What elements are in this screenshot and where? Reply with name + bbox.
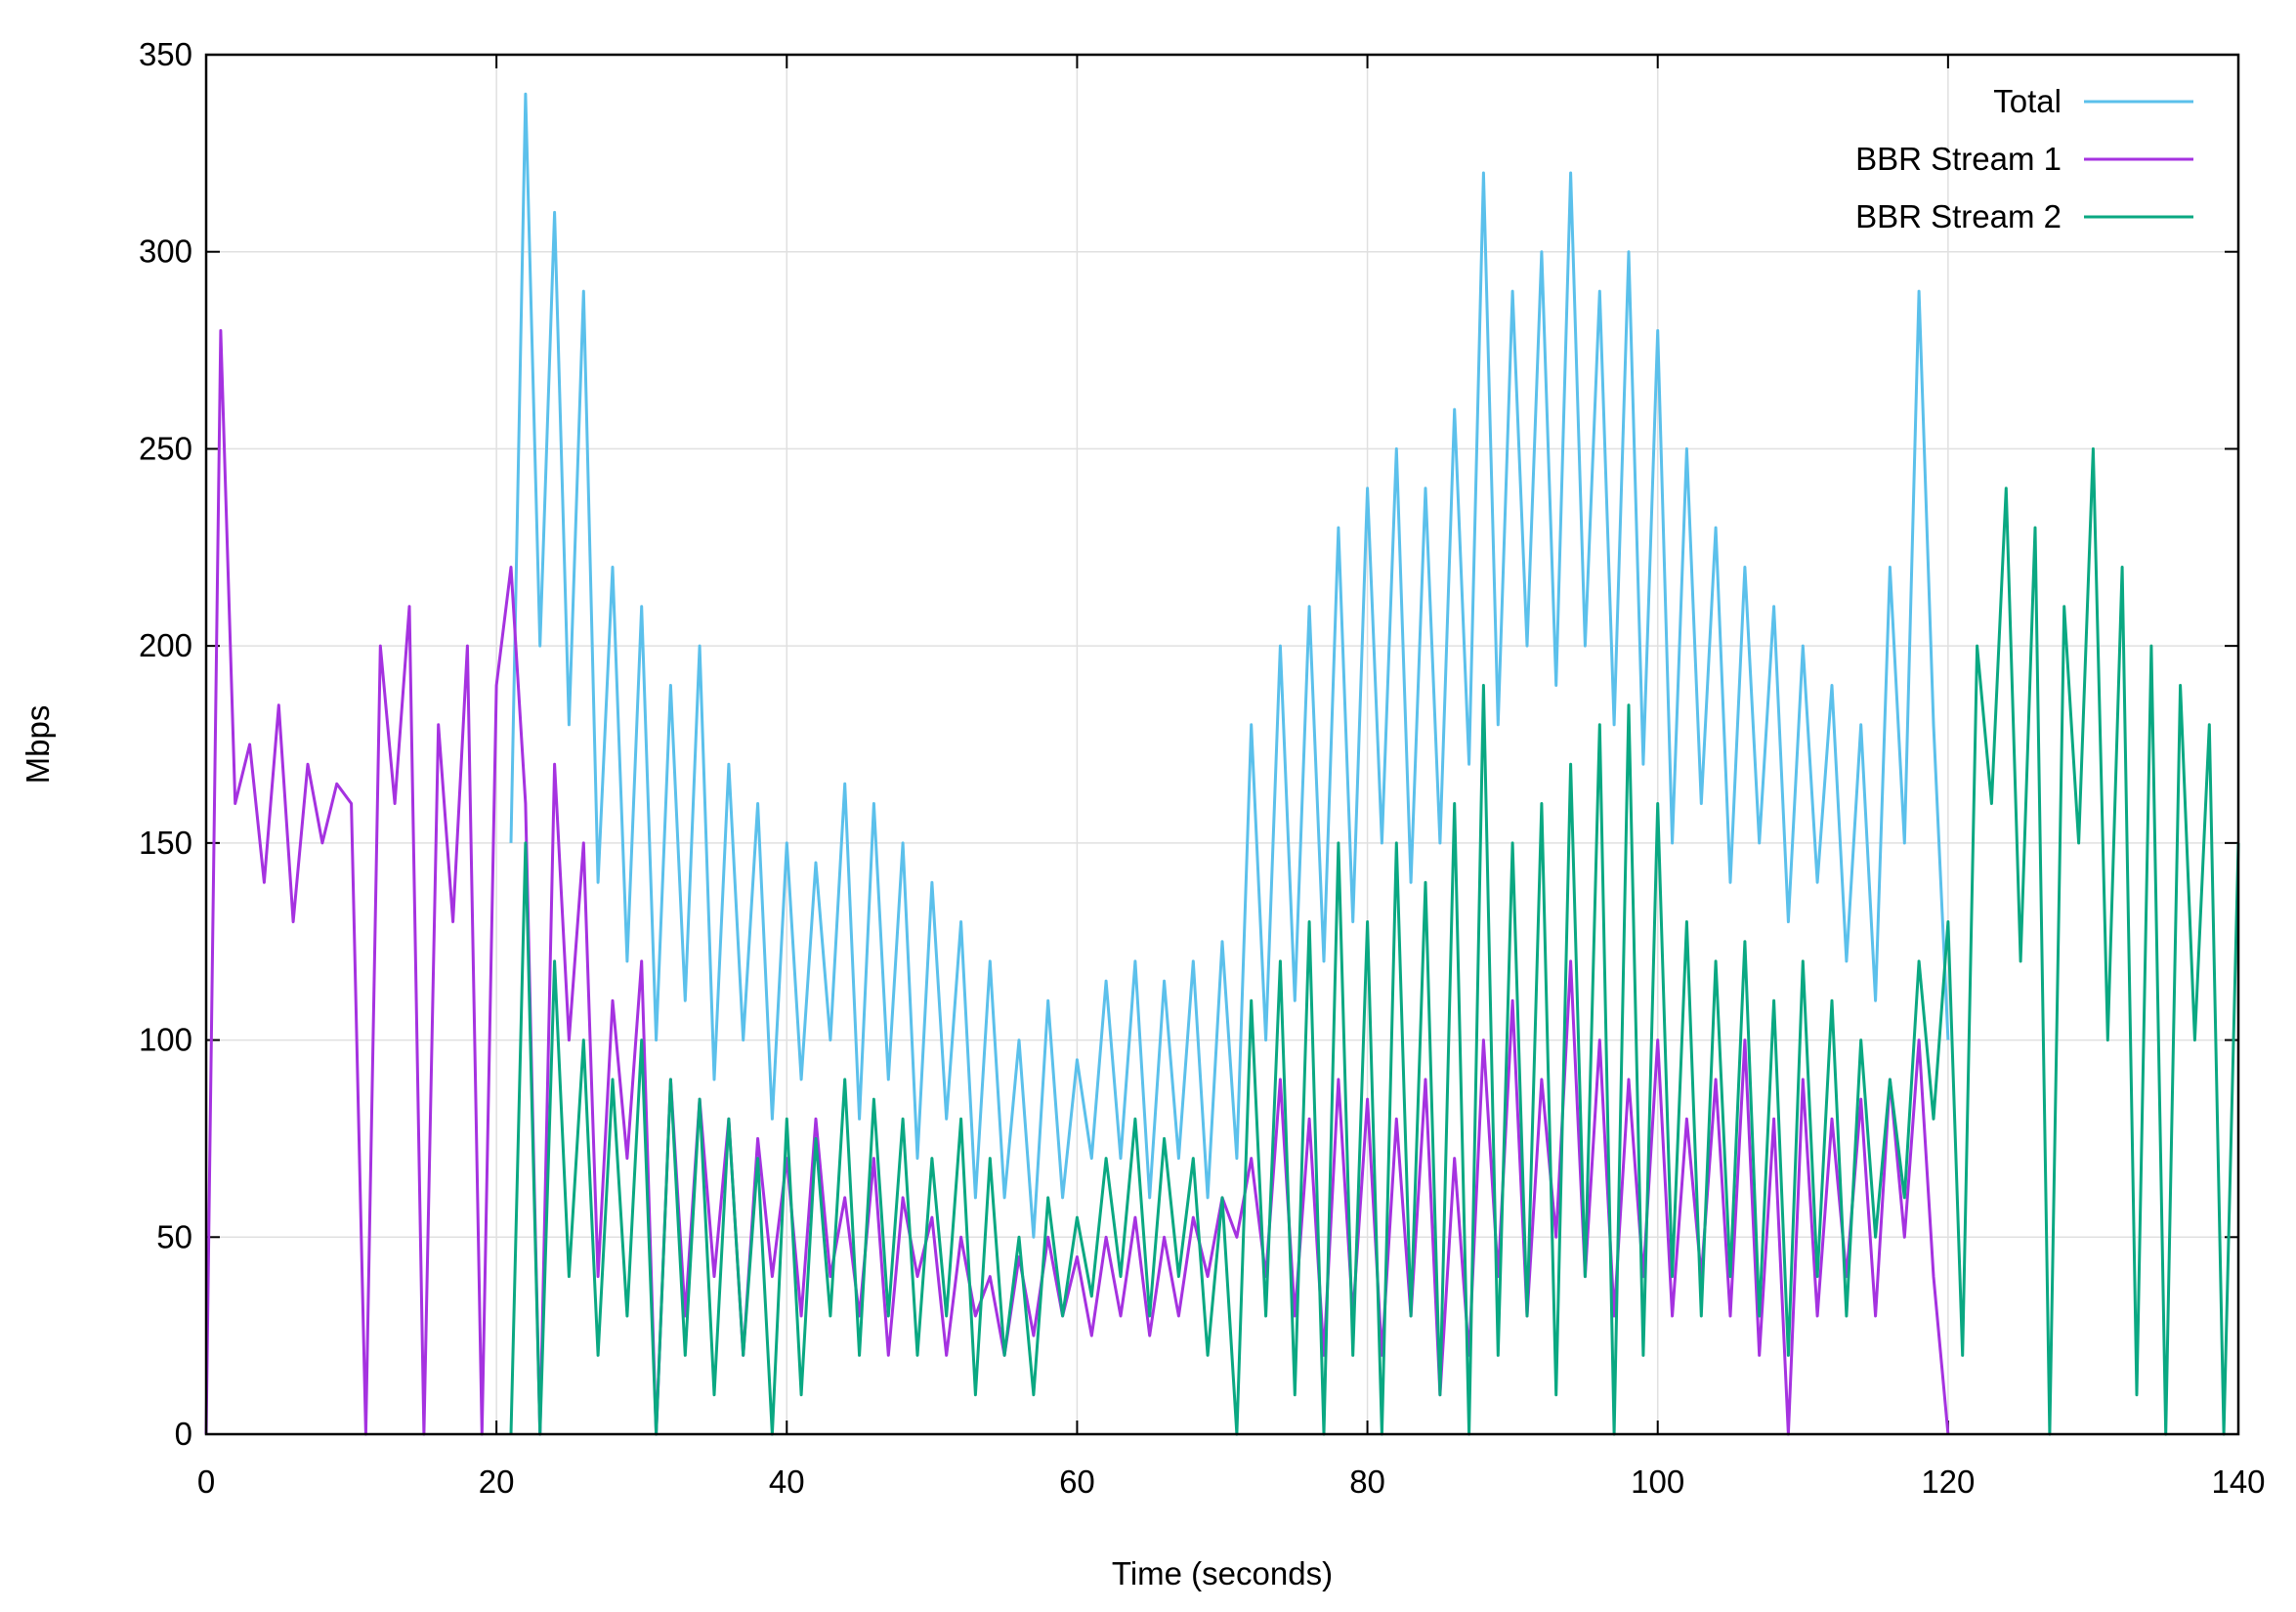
x-tick-label: 60 [1059, 1464, 1095, 1500]
x-tick-label: 0 [197, 1464, 215, 1500]
y-axis-label: Mbps [20, 705, 56, 785]
x-tick-label: 120 [1921, 1464, 1975, 1500]
x-tick-label: 20 [479, 1464, 515, 1500]
y-tick-label: 100 [139, 1022, 192, 1058]
legend-label: BBR Stream 1 [1855, 141, 2062, 177]
y-tick-label: 0 [175, 1416, 192, 1452]
y-tick-label: 250 [139, 430, 192, 466]
series-line [509, 92, 1950, 1239]
series-line [204, 328, 1950, 1436]
y-tick-label: 200 [139, 627, 192, 663]
x-tick-label: 100 [1631, 1464, 1684, 1500]
series-line [509, 446, 2240, 1436]
y-tick-label: 50 [156, 1218, 192, 1254]
plot-frame [204, 53, 2240, 1436]
x-axis-label: Time (seconds) [1112, 1555, 1333, 1591]
x-tick-label: 140 [2211, 1464, 2265, 1500]
legend-label: Total [1993, 83, 2062, 119]
y-tick-label: 350 [139, 36, 192, 72]
y-tick-label: 300 [139, 233, 192, 270]
y-tick-label: 150 [139, 825, 192, 861]
x-tick-label: 40 [769, 1464, 805, 1500]
x-tick-label: 80 [1349, 1464, 1385, 1500]
legend-label: BBR Stream 2 [1855, 198, 2062, 234]
